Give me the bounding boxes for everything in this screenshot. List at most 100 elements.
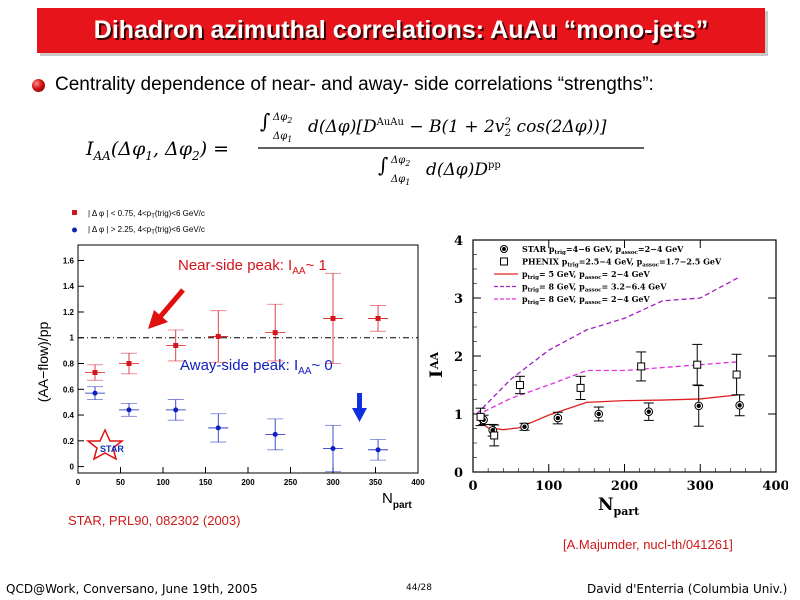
left-data-point-away bbox=[92, 390, 98, 396]
integral-sign-den: ∫ bbox=[378, 153, 388, 177]
left-data-point-near bbox=[330, 315, 336, 321]
left-xtick-label: 150 bbox=[199, 478, 213, 487]
right-ytick-label: 1 bbox=[454, 408, 463, 423]
left-data-point-away bbox=[215, 425, 221, 431]
left-data-point-near bbox=[173, 342, 179, 348]
integral-upper-num: Δφ2 bbox=[272, 112, 292, 125]
left-ytick-label: 0.4 bbox=[63, 411, 75, 420]
star-iaa-chart: | Δ φ | < 0.75, 4<pT(trig)<6 GeV/c | Δ φ… bbox=[35, 209, 425, 511]
right-ylabel: IAA bbox=[428, 352, 447, 378]
right-star-point-core bbox=[596, 411, 601, 417]
legend-entry-label: ptrig= 5 GeV, passoc= 2−4 GeV bbox=[522, 269, 651, 281]
left-xtick-label: 100 bbox=[156, 478, 170, 487]
legend-near-label: | Δ φ | < 0.75, 4<pT(trig)<6 GeV/c bbox=[88, 209, 205, 220]
near-side-annotation: Near-side peak: IAA~ 1 bbox=[178, 257, 327, 277]
right-xtick-label: 300 bbox=[687, 479, 714, 494]
footer-conference: QCD@Work, Conversano, June 19th, 2005 bbox=[6, 582, 258, 596]
legend-circle-marker bbox=[72, 227, 77, 233]
near-side-arrow-icon bbox=[148, 288, 185, 329]
left-ytick-label: 0 bbox=[70, 463, 75, 472]
right-star-point-core bbox=[737, 403, 742, 408]
left-data-point-near bbox=[126, 361, 132, 367]
left-ytick-label: 0.6 bbox=[63, 385, 75, 394]
right-theory-curve bbox=[476, 277, 739, 415]
legend-entry-label: ptrig= 8 GeV, passoc= 2−4 GeV bbox=[522, 294, 651, 306]
right-xtick-label: 400 bbox=[762, 479, 788, 494]
left-data-point-near bbox=[375, 315, 381, 321]
left-data-point-away bbox=[173, 407, 179, 413]
citation-majumder: [A.Majumder, nucl-th/041261] bbox=[563, 537, 733, 552]
left-ytick-label: 1 bbox=[70, 334, 75, 343]
right-xtick-label: 100 bbox=[535, 479, 562, 494]
right-star-point-core bbox=[555, 415, 561, 421]
left-ytick-label: 1.4 bbox=[63, 282, 75, 291]
right-xtick-label: 200 bbox=[611, 479, 638, 494]
away-side-annotation: Away-side peak: IAA~ 0 bbox=[180, 357, 333, 377]
left-xtick-label: 300 bbox=[326, 478, 340, 487]
right-phenix-point bbox=[576, 383, 585, 392]
left-ytick-label: 0.8 bbox=[63, 360, 75, 369]
bullet-text: Centrality dependence of near- and away-… bbox=[55, 74, 654, 95]
footer-page-number: 44/28 bbox=[406, 583, 432, 593]
right-star-point-core bbox=[522, 424, 527, 429]
integral-lower-num: Δφ1 bbox=[272, 131, 292, 144]
left-data-point-near bbox=[272, 330, 278, 336]
right-phenix-point bbox=[515, 381, 524, 389]
left-ytick-label: 1.2 bbox=[63, 308, 75, 317]
right-star-point-core bbox=[646, 409, 651, 414]
left-data-point-near bbox=[92, 370, 98, 376]
legend-entry-label: ptrig= 8 GeV, passoc= 3.2−6.4 GeV bbox=[522, 282, 667, 294]
bullet-row: Centrality dependence of near- and away-… bbox=[32, 74, 654, 96]
left-xlabel: Npart bbox=[382, 490, 412, 511]
left-data-point-away bbox=[330, 446, 336, 452]
right-ytick-label: 2 bbox=[454, 350, 463, 365]
citation-star: STAR, PRL90, 082302 (2003) bbox=[68, 513, 241, 528]
left-data-point-away bbox=[126, 407, 132, 413]
formula-denominator: d(Δφ)Dpp bbox=[426, 160, 501, 180]
right-phenix-point bbox=[490, 431, 499, 440]
left-data-point-away bbox=[272, 431, 278, 437]
iaa-formula: IAA(Δφ1, Δφ2) = ∫ Δφ2 Δφ1 d(Δφ)[DAuAu − … bbox=[85, 109, 644, 186]
legend-away-label: | Δ φ | > 2.25, 4<pT(trig)<6 GeV/c bbox=[88, 225, 205, 236]
legend-star-marker-core bbox=[502, 247, 506, 251]
right-xlabel: Npart bbox=[598, 495, 640, 518]
svg-text:STAR: STAR bbox=[100, 444, 124, 454]
legend-square-marker bbox=[72, 210, 77, 215]
left-xtick-label: 200 bbox=[241, 478, 255, 487]
footer-author: David d'Enterria (Columbia Univ.) bbox=[587, 582, 788, 596]
right-phenix-point bbox=[693, 360, 702, 369]
integral-lower-den: Δφ1 bbox=[390, 174, 410, 186]
left-ytick-label: 1.6 bbox=[63, 256, 75, 265]
right-phenix-point bbox=[732, 370, 741, 379]
formula-lhs: IAA(Δφ1, Δφ2) = bbox=[85, 138, 229, 163]
left-xtick-label: 50 bbox=[116, 478, 125, 487]
right-theory-curve bbox=[478, 394, 739, 431]
right-phenix-point bbox=[637, 362, 646, 371]
formula-numerator: d(Δφ)[DAuAu − B(1 + 2v2 2 cos(2Δφ))] bbox=[308, 117, 607, 139]
left-xtick-label: 350 bbox=[369, 478, 383, 487]
right-ytick-label: 3 bbox=[454, 292, 463, 307]
right-phenix-point bbox=[476, 412, 485, 421]
integral-upper-den: Δφ2 bbox=[390, 155, 410, 168]
legend-entry-label: STAR ptrig=4−6 GeV, passoc=2−4 GeV bbox=[522, 244, 684, 256]
legend-entry-label: PHENIX ptrig=2.5−4 GeV, passoc=1.7−2.5 G… bbox=[522, 257, 722, 269]
left-xtick-label: 400 bbox=[411, 478, 425, 487]
away-side-arrow-icon bbox=[352, 393, 367, 422]
slide-title: Dihadron azimuthal correlations: AuAu “m… bbox=[37, 8, 765, 53]
bullet-icon bbox=[32, 78, 45, 92]
left-data-point-away bbox=[375, 447, 381, 453]
left-legend: | Δ φ | < 0.75, 4<pT(trig)<6 GeV/c | Δ φ… bbox=[72, 209, 205, 236]
right-ytick-label: 0 bbox=[454, 466, 463, 481]
left-xtick-label: 0 bbox=[76, 478, 81, 487]
right-ytick-label: 4 bbox=[454, 234, 463, 249]
left-ytick-label: 0.2 bbox=[63, 437, 75, 446]
integral-sign-num: ∫ bbox=[260, 109, 270, 133]
left-xtick-label: 250 bbox=[284, 478, 298, 487]
majumder-iaa-chart: IAA Npart STAR ptrig=4−6 GeV, passoc=2−4… bbox=[428, 234, 788, 518]
right-xtick-label: 0 bbox=[468, 479, 477, 494]
right-legend: STAR ptrig=4−6 GeV, passoc=2−4 GeVPHENIX… bbox=[494, 244, 722, 306]
right-star-point-core bbox=[696, 403, 701, 409]
star-logo: STAR bbox=[85, 428, 124, 461]
left-data-point-near bbox=[215, 333, 221, 339]
left-ylabel: (AA−flow)/pp bbox=[35, 322, 51, 403]
